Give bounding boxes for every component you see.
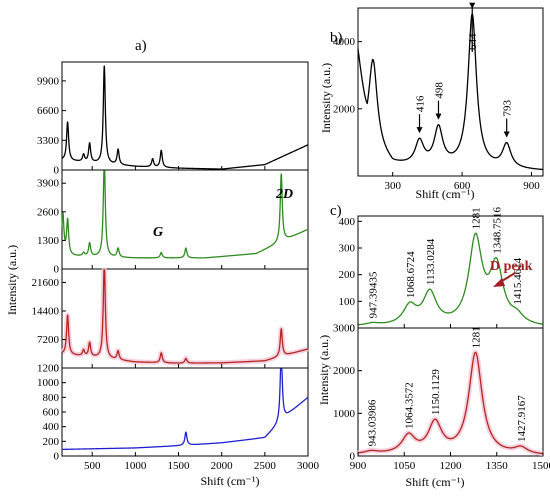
panel-a-3-ytick-label: 21600: [32, 277, 60, 289]
panel-b-chart: 2000 4000 300 600 900 416 498 644 793: [333, 2, 544, 192]
panel-a-xlabel: Shift (cm⁻¹): [201, 474, 260, 488]
panel-a-2-ytick-label: 0: [54, 264, 60, 276]
panel-a-3-ytick-label: 14400: [32, 305, 60, 317]
panel-c-peak-label: 943.03986: [366, 399, 378, 446]
panel-c-1-ytick-label: 0: [350, 323, 356, 335]
panel-a-4-ytick-label: 200: [43, 436, 60, 448]
panel-a-series-1: [61, 65, 309, 170]
panel-c-peak-label: 1281: [470, 207, 482, 229]
panel-c-peak-label: 1064.3572: [404, 382, 416, 429]
panel-c-2-ytick-label: 1000: [333, 408, 356, 420]
panel-a-1-ytick-label: 6600: [37, 105, 60, 117]
panel-b-peak-arrowhead: [416, 127, 423, 134]
panel-b-peak-label: 644: [467, 33, 479, 50]
panel-b-peak-label: 416: [415, 95, 427, 112]
panel-c-series-2: [357, 351, 544, 455]
panel-b-peak-arrowhead: [435, 113, 442, 120]
panel-a-4-xtick-label: 2500: [254, 460, 277, 472]
panel-c-peak-label: 947.39435: [367, 271, 379, 318]
panel-a-4-xtick-label: 1000: [124, 460, 147, 472]
panel-c-peak-label: 1427.9167: [516, 395, 528, 442]
panel-b-xtick-label: 600: [454, 180, 471, 192]
panel-b-peak-label: 498: [433, 82, 445, 99]
panel-b-ytick-label: 4000: [333, 36, 356, 48]
annotation-2d: 2D: [275, 187, 293, 202]
panel-a-4-ytick-label: 1200: [37, 363, 60, 375]
panel-b-ylabel: Intensity (a.u.): [319, 63, 333, 133]
d-peak-arrowhead: [493, 278, 505, 287]
panel-c-2-xtick-label: 1200: [440, 460, 463, 472]
panel-c-xlabel: Shift (cm⁻¹): [406, 475, 465, 489]
panel-c-peak-label: 1068.6724: [405, 251, 417, 298]
panel-b-frame: [357, 7, 544, 177]
panel-a-1-ytick-label: 9900: [37, 75, 60, 87]
panel-a-series-3-glow: [59, 267, 311, 366]
panel-c-2-ytick-label: 2000: [333, 365, 356, 377]
panel-a-2-ytick-label: 2600: [37, 206, 60, 218]
panel-b-series: [357, 13, 544, 171]
panel-a-4-ytick-label: 400: [43, 421, 60, 433]
panel-b-xtick-label: 900: [523, 180, 540, 192]
panel-a-2-ytick-label: 3900: [37, 178, 60, 190]
panel-a-subplot-1-frame: [61, 61, 309, 171]
panel-label-a: a): [135, 38, 147, 54]
panel-c-peak-label: 1133.0284: [425, 238, 437, 285]
panel-c-ylabel: Intensity (a.u.): [317, 335, 331, 405]
panel-c-2-xtick-label: 1500: [532, 460, 550, 472]
panel-c-series-1: [357, 232, 544, 326]
panel-a-ylabel: Intensity (a.u.): [5, 245, 19, 315]
panel-c-peak-label: 1150.1129: [430, 369, 442, 415]
panel-c-2-ytick-label: 0: [350, 451, 356, 463]
panel-c-peak-label: 1281: [470, 326, 482, 348]
panel-b-ytick-label: 2000: [333, 103, 356, 115]
panel-b-xlabel: Shift (cm⁻¹): [416, 187, 475, 201]
panel-b-xtick-label: 300: [384, 180, 401, 192]
panel-a-1-ytick-label: 3300: [37, 135, 60, 147]
panel-a-1-ytick-label: 0: [54, 165, 60, 177]
panel-c-1-ytick-label: 400: [339, 216, 356, 228]
panel-a-4-xtick-label: 500: [84, 460, 101, 472]
panel-label-c: c): [330, 203, 342, 219]
panel-a-4-xtick-label: 2000: [211, 460, 234, 472]
panel-a-3-ytick-label: 0: [54, 363, 60, 375]
panel-a-subplot-4-frame: [61, 367, 309, 457]
panel-c-peak-label: 1415.4614: [512, 257, 524, 304]
panel-c-2-xtick-label: 1050: [393, 460, 416, 472]
annotation-d-peak: D peak: [490, 259, 533, 274]
panel-a-series-4: [61, 368, 309, 451]
panel-c-1-ytick-label: 200: [339, 269, 356, 281]
panel-b-peak-arrowhead: [503, 131, 510, 138]
panel-a-4-ytick-label: 600: [43, 407, 60, 419]
panel-a-4-xtick-label: 3000: [297, 460, 320, 472]
panel-b-peak-arrowhead: [469, 2, 476, 9]
panel-c-2-ytick-label: 3000: [333, 323, 356, 335]
panel-c-1-ytick-label: 100: [339, 296, 356, 308]
panel-c-1-ytick-label: 300: [339, 243, 356, 255]
panel-c-2-xtick-label: 1350: [486, 460, 509, 472]
panel-c-chart: 0 100 200 300 400 947.39435 1068.6724 1133.0284…: [333, 206, 550, 472]
panel-a-4-ytick-label: 800: [43, 392, 60, 404]
panel-a-series-2: [61, 170, 309, 259]
panel-a-4-xtick-label: 1500: [168, 460, 191, 472]
panel-c-2-xtick-label: 900: [350, 460, 367, 472]
annotation-g: G: [153, 225, 163, 240]
panel-a-3-ytick-label: 7200: [37, 334, 60, 346]
panel-a-chart: 0330066009900013002600390007200144002160…: [32, 61, 320, 472]
panel-a-2-ytick-label: 1300: [37, 235, 60, 247]
panel-a-4-ytick-label: 0: [54, 451, 60, 463]
panel-a-4-ytick-label: 1000: [37, 377, 60, 389]
panel-label-b: b): [330, 30, 343, 46]
panel-c-peak-label: 1348.7516: [491, 206, 503, 253]
panel-b-peak-label: 793: [502, 100, 514, 117]
panel-a-series-3: [61, 269, 309, 364]
